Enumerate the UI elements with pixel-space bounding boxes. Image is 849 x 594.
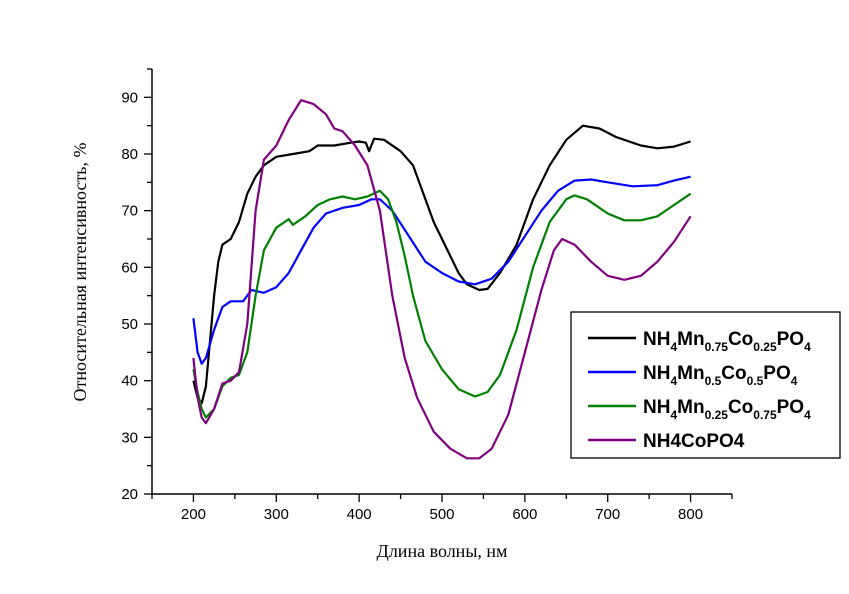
legend-label-part: Mn bbox=[677, 329, 704, 350]
x-tick-label: 400 bbox=[347, 506, 372, 523]
legend-label-part: 0.5 bbox=[747, 374, 764, 388]
legend-label-part: 0.25 bbox=[753, 340, 777, 354]
legend-label-part: 0.75 bbox=[753, 408, 777, 422]
x-tick-label: 300 bbox=[264, 506, 289, 523]
x-tick-label: 500 bbox=[429, 506, 454, 523]
legend-label-3: NH4Mn0.25Co0.75PO4 bbox=[643, 397, 811, 422]
legend-label-part: 0.5 bbox=[705, 374, 722, 388]
legend-label-part: NH bbox=[643, 363, 670, 384]
y-axis-title: Относительная интенсивность, % bbox=[70, 142, 90, 401]
x-tick-label: 600 bbox=[512, 506, 537, 523]
legend-label-part: PO bbox=[777, 329, 804, 350]
legend-label-part: PO bbox=[777, 397, 804, 418]
y-tick-label: 40 bbox=[121, 373, 138, 390]
series-line-1 bbox=[192, 124, 691, 405]
legend-label-part: 4 bbox=[670, 374, 677, 388]
x-tick-label: 200 bbox=[181, 506, 206, 523]
legend-label-part: NH4CoPO4 bbox=[643, 431, 745, 452]
legend-label-part: 0.25 bbox=[705, 408, 729, 422]
legend-label-part: NH bbox=[643, 329, 670, 350]
legend-label-part: 4 bbox=[670, 340, 677, 354]
legend: NH4Mn0.75Co0.25PO4NH4Mn0.5Co0.5PO4NH4Mn0… bbox=[570, 311, 841, 459]
series-line-4 bbox=[192, 99, 692, 460]
series-line-3 bbox=[192, 189, 692, 419]
legend-label-part: NH bbox=[643, 397, 670, 418]
legend-label-part: PO bbox=[763, 363, 790, 384]
legend-label-part: 4 bbox=[804, 408, 811, 422]
y-tick-label: 30 bbox=[121, 429, 138, 446]
y-tick-label: 80 bbox=[121, 146, 138, 163]
y-tick-label: 20 bbox=[121, 486, 138, 503]
legend-label-4: NH4CoPO4 bbox=[643, 431, 745, 452]
legend-label-2: NH4Mn0.5Co0.5PO4 bbox=[643, 363, 798, 388]
legend-label-part: Mn bbox=[677, 363, 704, 384]
legend-frame bbox=[570, 311, 841, 459]
y-tick-label: 90 bbox=[121, 89, 138, 106]
legend-label-part: 4 bbox=[804, 340, 811, 354]
legend-label-part: Mn bbox=[677, 397, 704, 418]
legend-label-part: Co bbox=[728, 329, 753, 350]
x-tick-label: 700 bbox=[595, 506, 620, 523]
x-axis-title: Длина волны, нм bbox=[377, 541, 508, 561]
series-line-2 bbox=[192, 175, 691, 365]
legend-label-1: NH4Mn0.75Co0.25PO4 bbox=[643, 329, 811, 354]
legend-label-part: Co bbox=[721, 363, 746, 384]
legend-label-part: 4 bbox=[791, 374, 798, 388]
series-lines bbox=[192, 99, 692, 460]
y-tick-label: 50 bbox=[121, 316, 138, 333]
x-tick-label: 800 bbox=[678, 506, 703, 523]
y-tick-label: 70 bbox=[121, 203, 138, 220]
axes: 200 300 400 500 600 700 800 20 30 40 50 60 70 80 90 bbox=[121, 68, 733, 523]
y-tick-label: 60 bbox=[121, 259, 138, 276]
legend-label-part: Co bbox=[728, 397, 753, 418]
legend-label-part: 4 bbox=[670, 408, 677, 422]
legend-label-part: 0.75 bbox=[705, 340, 729, 354]
